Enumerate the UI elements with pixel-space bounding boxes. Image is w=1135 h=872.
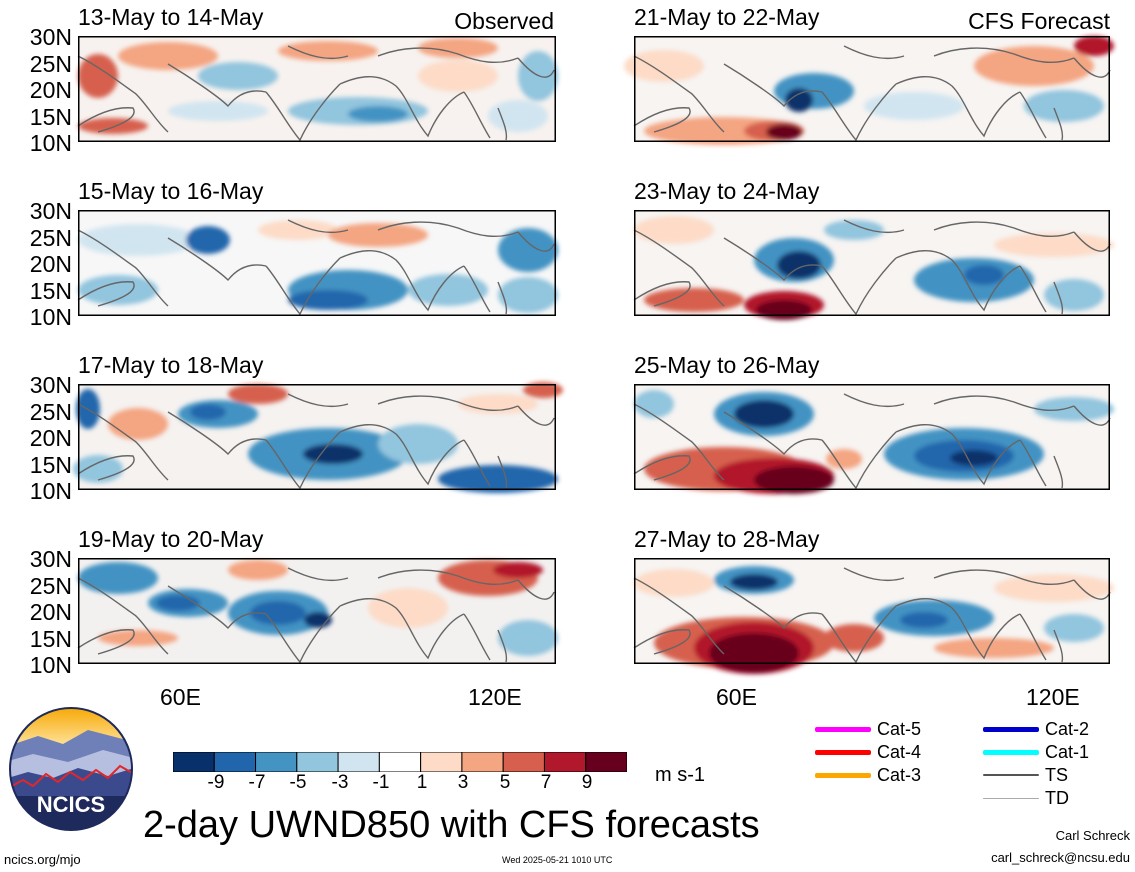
lat-label: 15N: [29, 104, 72, 130]
legend-label: Cat-5: [877, 719, 922, 739]
lat-label: 20N: [29, 599, 72, 625]
lat-label: 30N: [29, 372, 72, 398]
colorbar-swatch: [543, 752, 587, 772]
legend-label: TD: [1045, 788, 1069, 808]
map-panel-1: [77, 36, 558, 142]
lat-label: 10N: [29, 652, 72, 678]
lat-label: 20N: [29, 425, 72, 451]
map-panel-7: [633, 384, 1114, 494]
colorbar-swatch: [502, 752, 545, 772]
lat-label: 25N: [29, 51, 72, 77]
logo-text: NCICS: [37, 792, 105, 817]
panel-title-1: 13-May to 14-May: [78, 4, 264, 30]
colorbar-swatch: [337, 752, 380, 772]
lon-label-120e-left: 120E: [468, 684, 522, 710]
colorbar-swatch: [255, 752, 298, 772]
panel-title-2: 15-May to 16-May: [78, 178, 264, 204]
observed-label: Observed: [454, 8, 554, 34]
colorbar-swatch: [585, 752, 627, 772]
lat-label: 15N: [29, 278, 72, 304]
lat-label: 25N: [29, 399, 72, 425]
colorbar-tick: 1: [416, 772, 428, 793]
colorbar: [173, 752, 627, 772]
panel-title-5: 21-May to 22-May: [634, 4, 820, 30]
ncics-logo: NCICS: [9, 707, 133, 831]
map-panel-3: [73, 382, 563, 493]
legend-swatch: [983, 774, 1039, 776]
colorbar-tick: -5: [289, 772, 307, 793]
colorbar-tick: -7: [248, 772, 266, 793]
colorbar-tick: -9: [207, 772, 225, 793]
panel-title-7: 25-May to 26-May: [634, 352, 820, 378]
legend-label: Cat-1: [1045, 742, 1090, 762]
legend-label: Cat-2: [1045, 719, 1090, 739]
lon-label-60e-left: 60E: [160, 684, 201, 710]
map-panel-4: [77, 558, 558, 664]
timestamp: Wed 2025-05-21 1010 UTC: [502, 855, 613, 865]
colorbar-swatch: [378, 752, 422, 772]
source-url[interactable]: ncics.org/mjo: [4, 852, 81, 867]
map-panel-5: [624, 36, 1114, 145]
colorbar-tick: 7: [540, 772, 552, 793]
lat-label: 15N: [29, 626, 72, 652]
legend-swatch: [815, 773, 871, 778]
colorbar-swatch: [461, 752, 504, 772]
lat-label: 15N: [29, 452, 72, 478]
colorbar-tick: -3: [331, 772, 349, 793]
lat-label: 10N: [29, 130, 72, 156]
lat-label: 10N: [29, 478, 72, 504]
colorbar-tick: 5: [499, 772, 511, 793]
forecast-label: CFS Forecast: [968, 8, 1110, 34]
lat-label: 20N: [29, 77, 72, 103]
legend-swatch: [983, 798, 1039, 799]
lon-label-60e-right: 60E: [716, 684, 757, 710]
legend-label: TS: [1045, 765, 1069, 785]
lat-label: 30N: [29, 24, 72, 50]
legend-swatch: [815, 750, 871, 755]
legend-label: Cat-3: [877, 765, 922, 785]
colorbar-tick: 3: [457, 772, 469, 793]
panel-title-6: 23-May to 24-May: [634, 178, 820, 204]
colorbar-tick: -1: [372, 772, 390, 793]
legend-swatch: [983, 750, 1039, 755]
colorbar-swatch: [420, 752, 463, 772]
panel-title-3: 17-May to 18-May: [78, 352, 264, 378]
colorbar-units: m s-1: [655, 764, 705, 786]
panel-title-4: 19-May to 20-May: [78, 526, 264, 552]
colorbar-tick: 9: [581, 772, 593, 793]
legend-swatch: [815, 727, 871, 732]
map-panel-2: [77, 210, 558, 316]
lat-label: 25N: [29, 225, 72, 251]
colorbar-swatch: [173, 752, 215, 772]
lat-label: 30N: [29, 198, 72, 224]
legend-label: Cat-4: [877, 742, 922, 762]
lat-label: 30N: [29, 546, 72, 572]
map-panel-6: [633, 210, 1114, 320]
lat-label: 10N: [29, 304, 72, 330]
main-title: 2-day UWND850 with CFS forecasts: [143, 804, 760, 846]
panel-title-8: 27-May to 28-May: [634, 526, 820, 552]
lat-label: 25N: [29, 573, 72, 599]
map-panel-8: [633, 558, 1114, 674]
legend-swatch: [983, 727, 1039, 732]
colorbar-swatch: [213, 752, 257, 772]
lon-label-120e-right: 120E: [1026, 684, 1080, 710]
lat-label: 20N: [29, 251, 72, 277]
colorbar-swatch: [296, 752, 339, 772]
author-name: Carl Schreck: [1055, 828, 1130, 843]
author-email[interactable]: carl_schreck@ncsu.edu: [991, 850, 1130, 865]
